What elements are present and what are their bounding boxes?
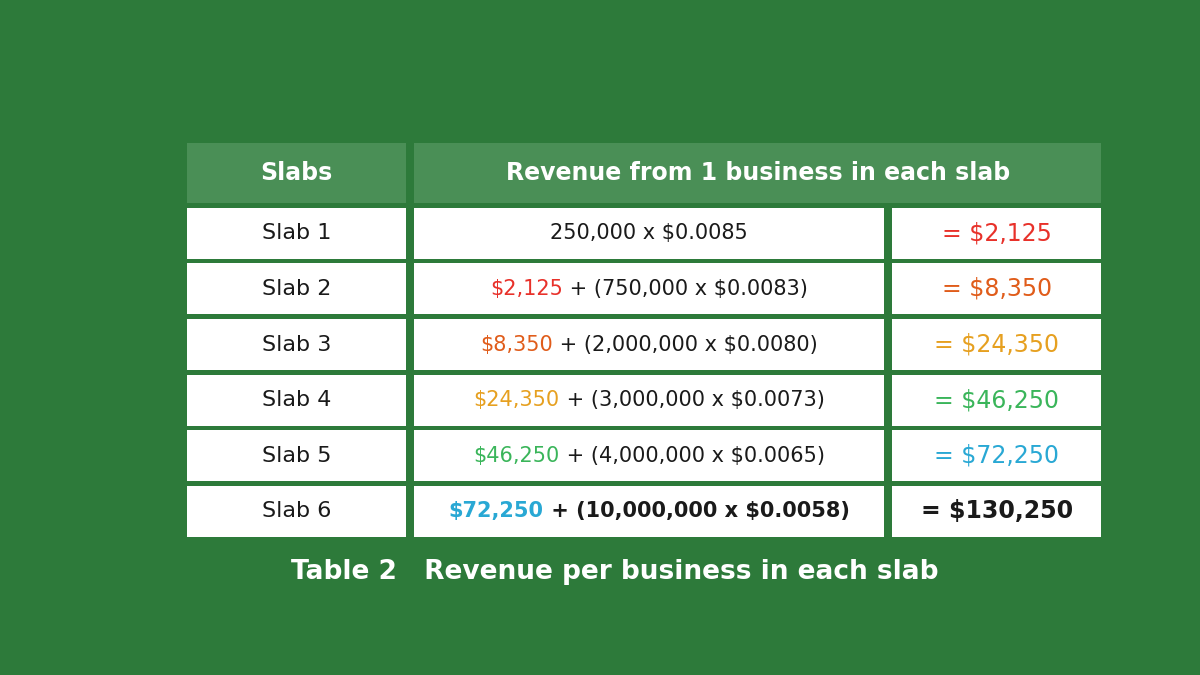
Text: Slab 5: Slab 5 <box>262 446 331 466</box>
Bar <box>414 430 883 481</box>
Text: 250,000 x $0.0085: 250,000 x $0.0085 <box>550 223 748 243</box>
Bar <box>892 263 1102 315</box>
Text: = $2,125: = $2,125 <box>942 221 1051 245</box>
Text: = $130,250: = $130,250 <box>920 500 1073 523</box>
Text: Table 2   Revenue per business in each slab: Table 2 Revenue per business in each sla… <box>292 559 938 585</box>
Text: Slabs: Slabs <box>260 161 332 185</box>
Bar <box>414 208 883 259</box>
Text: = $46,250: = $46,250 <box>935 388 1060 412</box>
Text: + (3,000,000 x $0.0073): + (3,000,000 x $0.0073) <box>559 390 824 410</box>
Bar <box>892 430 1102 481</box>
Bar <box>187 319 406 370</box>
Bar <box>187 430 406 481</box>
Bar <box>414 143 1102 203</box>
Bar <box>414 319 883 370</box>
Text: + (10,000,000 x $0.0058): + (10,000,000 x $0.0058) <box>544 502 850 521</box>
Bar <box>187 375 406 426</box>
Bar <box>187 208 406 259</box>
Bar <box>892 486 1102 537</box>
Text: = $72,250: = $72,250 <box>935 443 1060 468</box>
Text: + (2,000,000 x $0.0080): + (2,000,000 x $0.0080) <box>553 335 817 354</box>
Text: = $24,350: = $24,350 <box>935 333 1060 356</box>
Bar <box>187 263 406 315</box>
Bar <box>892 319 1102 370</box>
Text: Revenue from 1 business in each slab: Revenue from 1 business in each slab <box>505 161 1010 185</box>
Bar <box>187 486 406 537</box>
Text: + (4,000,000 x $0.0065): + (4,000,000 x $0.0065) <box>559 446 824 466</box>
Text: $2,125: $2,125 <box>490 279 563 299</box>
Bar <box>892 375 1102 426</box>
Text: Slab 2: Slab 2 <box>262 279 331 299</box>
Text: Slab 3: Slab 3 <box>262 335 331 354</box>
Bar <box>414 375 883 426</box>
Text: + (750,000 x $0.0083): + (750,000 x $0.0083) <box>563 279 808 299</box>
Text: = $8,350: = $8,350 <box>942 277 1052 301</box>
Bar <box>414 486 883 537</box>
Text: $8,350: $8,350 <box>480 335 553 354</box>
Text: Slab 4: Slab 4 <box>262 390 331 410</box>
Text: $72,250: $72,250 <box>449 502 544 521</box>
Text: Slab 1: Slab 1 <box>262 223 331 243</box>
Bar <box>414 263 883 315</box>
Bar <box>892 208 1102 259</box>
Text: Slab 6: Slab 6 <box>262 502 331 521</box>
Text: $46,250: $46,250 <box>473 446 559 466</box>
Text: $24,350: $24,350 <box>474 390 559 410</box>
Bar <box>187 143 406 203</box>
